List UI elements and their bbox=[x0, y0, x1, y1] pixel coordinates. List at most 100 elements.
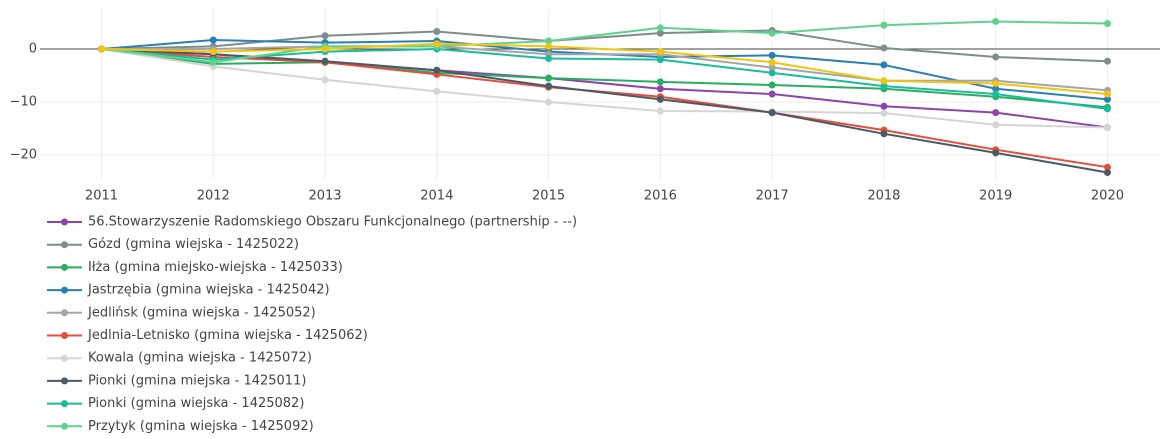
data-point bbox=[992, 90, 1000, 98]
y-tick-label: −10 bbox=[10, 95, 37, 110]
data-point bbox=[209, 58, 217, 66]
data-point bbox=[992, 109, 1000, 117]
data-point bbox=[545, 55, 553, 63]
legend-label: Jastrzębia (gmina wiejska - 1425042) bbox=[87, 283, 330, 298]
data-point bbox=[433, 40, 441, 48]
x-tick-label: 2018 bbox=[867, 189, 900, 204]
series-line bbox=[101, 20, 1108, 64]
data-point bbox=[880, 109, 888, 117]
legend-label: Pionki (gmina wiejska - 1425082) bbox=[88, 396, 304, 411]
data-point bbox=[656, 56, 664, 64]
data-point bbox=[768, 51, 776, 59]
data-point bbox=[992, 53, 1000, 61]
legend-item: Pionki (gmina wiejska - 1425082) bbox=[47, 396, 304, 411]
data-point bbox=[768, 109, 776, 117]
legend-item: Kowala (gmina wiejska - 1425072) bbox=[47, 351, 312, 366]
data-point bbox=[656, 95, 664, 103]
data-point bbox=[768, 81, 776, 89]
legend-label: Pionki (gmina miejska - 1425011) bbox=[88, 373, 306, 388]
data-point bbox=[321, 32, 329, 40]
data-point bbox=[545, 42, 553, 50]
data-point bbox=[1103, 57, 1111, 65]
x-tick-label: 2017 bbox=[756, 189, 789, 204]
series-line bbox=[101, 45, 1108, 92]
data-point bbox=[433, 87, 441, 95]
x-tick-label: 2015 bbox=[532, 189, 565, 204]
legend-marker bbox=[61, 241, 68, 249]
legend-marker bbox=[61, 422, 68, 430]
data-point bbox=[768, 64, 776, 72]
data-point bbox=[656, 85, 664, 93]
data-point bbox=[1103, 20, 1111, 28]
data-point bbox=[321, 45, 329, 53]
legend-label: Jedlnia-Letnisko (gmina wiejska - 142506… bbox=[87, 328, 368, 343]
legend-marker bbox=[61, 263, 68, 271]
legend-item: Przytyk (gmina wiejska - 1425092) bbox=[47, 419, 314, 434]
y-tick-label: 0 bbox=[29, 42, 37, 57]
legend-item: Jedlińsk (gmina wiejska - 1425052) bbox=[47, 305, 316, 320]
series-line bbox=[101, 48, 1108, 174]
y-tick-label: −20 bbox=[10, 148, 37, 163]
legend-item: Jastrzębia (gmina wiejska - 1425042) bbox=[47, 283, 330, 298]
legend-marker bbox=[61, 286, 68, 294]
x-tick-label: 2020 bbox=[1091, 189, 1124, 204]
data-point bbox=[768, 90, 776, 98]
data-point bbox=[545, 37, 553, 45]
data-point bbox=[433, 66, 441, 74]
data-point bbox=[321, 57, 329, 65]
data-point bbox=[1103, 90, 1111, 98]
data-point bbox=[97, 45, 105, 53]
data-point bbox=[992, 79, 1000, 87]
data-point bbox=[992, 85, 1000, 93]
legend-label: 56.Stowarzyszenie Radomskiego Obszaru Fu… bbox=[88, 215, 577, 230]
legend-marker bbox=[61, 354, 68, 362]
data-point bbox=[545, 74, 553, 82]
data-point bbox=[209, 48, 217, 56]
data-point bbox=[880, 130, 888, 138]
series-line bbox=[101, 48, 1108, 169]
legend-label: Iłża (gmina miejsko-wiejska - 1425033) bbox=[88, 260, 343, 275]
data-point bbox=[992, 121, 1000, 129]
x-tick-label: 2011 bbox=[85, 189, 118, 204]
legend-label: Przytyk (gmina wiejska - 1425092) bbox=[88, 419, 314, 434]
data-point bbox=[656, 48, 664, 56]
data-point bbox=[656, 78, 664, 86]
data-point bbox=[880, 82, 888, 90]
data-point bbox=[545, 82, 553, 90]
series-line bbox=[101, 47, 1108, 110]
data-point bbox=[768, 29, 776, 37]
legend-label: Gózd (gmina wiejska - 1425022) bbox=[88, 237, 299, 252]
legend-marker bbox=[61, 400, 68, 408]
legend-item: Pionki (gmina miejska - 1425011) bbox=[47, 373, 306, 388]
series-line bbox=[101, 48, 1108, 129]
series-line bbox=[101, 48, 1108, 129]
data-point bbox=[656, 29, 664, 37]
data-point bbox=[656, 24, 664, 32]
data-point bbox=[880, 77, 888, 85]
legend-item: Gózd (gmina wiejska - 1425022) bbox=[47, 237, 299, 252]
data-point bbox=[992, 17, 1000, 25]
legend-label: Kowala (gmina wiejska - 1425072) bbox=[88, 351, 312, 366]
data-point bbox=[1103, 123, 1111, 131]
data-point bbox=[880, 21, 888, 29]
legend-marker bbox=[61, 218, 68, 226]
data-point bbox=[992, 149, 1000, 157]
data-point bbox=[880, 44, 888, 52]
x-tick-label: 2019 bbox=[979, 189, 1012, 204]
series-line bbox=[101, 48, 1108, 109]
data-point bbox=[545, 98, 553, 106]
legend-marker bbox=[61, 309, 68, 317]
x-tick-label: 2014 bbox=[420, 189, 453, 204]
series-line bbox=[101, 42, 1108, 96]
legend-item: Jedlnia-Letnisko (gmina wiejska - 142506… bbox=[47, 328, 368, 343]
legend-marker bbox=[61, 377, 68, 385]
data-point bbox=[880, 102, 888, 110]
data-point bbox=[1103, 163, 1111, 171]
legend-item: Iłża (gmina miejsko-wiejska - 1425033) bbox=[47, 260, 343, 275]
data-point bbox=[656, 107, 664, 115]
legend-label: Jedlińsk (gmina wiejska - 1425052) bbox=[87, 305, 316, 320]
data-point bbox=[880, 61, 888, 69]
legend-marker bbox=[61, 332, 68, 339]
data-point bbox=[433, 28, 441, 36]
